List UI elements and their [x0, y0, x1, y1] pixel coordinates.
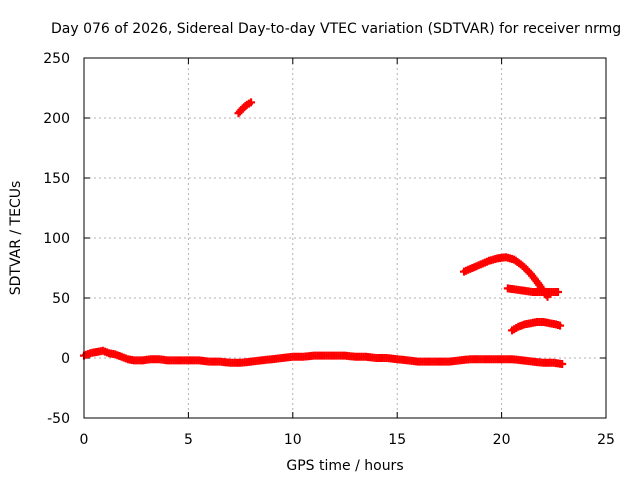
y-tick-label: 150 [43, 171, 70, 187]
x-axis: 0 5 10 15 20 25 [80, 58, 615, 448]
series-arc-55 [503, 284, 562, 296]
x-tick-label: 20 [493, 432, 511, 448]
series-baseline [80, 346, 567, 368]
data-point [553, 288, 562, 296]
series-arc-210 [234, 98, 256, 118]
y-tick-label: 100 [43, 231, 70, 247]
y-tick-label: 50 [52, 291, 70, 307]
series-arc-28 [508, 318, 565, 335]
x-tick-label: 25 [597, 432, 615, 448]
y-tick-label: -50 [47, 411, 70, 427]
y-axis-label: SDTVAR / TECUs [8, 181, 24, 296]
y-tick-label: 250 [43, 51, 70, 67]
x-tick-label: 0 [80, 432, 89, 448]
y-tick-label: 200 [43, 111, 70, 127]
data-point [558, 360, 567, 368]
x-axis-label: GPS time / hours [286, 458, 403, 474]
chart-title: Day 076 of 2026, Sidereal Day-to-day VTE… [51, 21, 621, 37]
data-point [556, 321, 565, 330]
y-tick-label: 0 [61, 351, 70, 367]
grid [84, 58, 606, 418]
x-tick-label: 5 [184, 432, 193, 448]
y-axis: -50 0 50 100 150 200 250 [43, 51, 606, 427]
plot-frame [83, 57, 607, 419]
data-point [247, 98, 256, 107]
x-tick-label: 10 [284, 432, 302, 448]
x-tick-label: 15 [388, 432, 406, 448]
data-points [80, 98, 567, 368]
